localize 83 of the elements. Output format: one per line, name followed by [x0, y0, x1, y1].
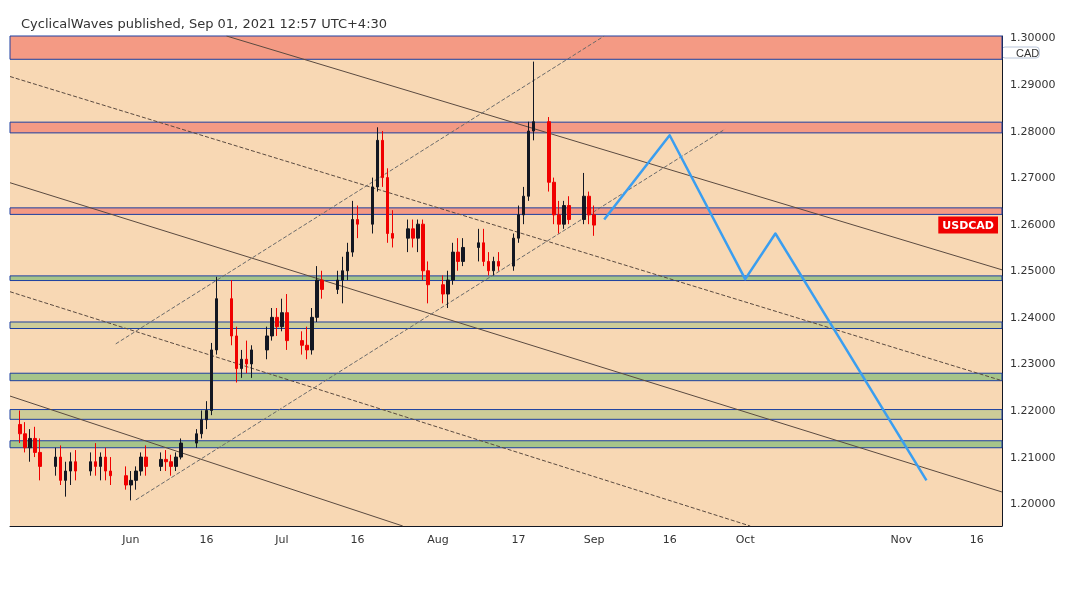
- candlestick: [482, 228, 485, 267]
- x-tick-label: Nov: [890, 533, 913, 546]
- candlestick: [582, 172, 586, 225]
- y-tick-label: 1.23000: [1010, 357, 1056, 371]
- candlestick: [215, 276, 218, 356]
- candlestick: [205, 400, 208, 430]
- candlestick: [144, 444, 148, 477]
- x-tick-label: Oct: [735, 533, 756, 546]
- candlestick: [275, 307, 279, 337]
- candlestick: [59, 444, 62, 486]
- candlestick: [104, 447, 107, 481]
- x-tick-label: 16: [662, 533, 677, 546]
- candlestick: [456, 237, 460, 272]
- y-tick-label: 1.29000: [1010, 77, 1056, 91]
- candlestick: [64, 461, 67, 498]
- candlestick: [28, 428, 32, 463]
- candlestick: [562, 200, 566, 230]
- candlestick: [356, 205, 359, 239]
- x-tick-label: Jun: [121, 533, 140, 546]
- candlestick: [497, 251, 500, 272]
- candlestick: [386, 167, 389, 244]
- candlestick: [210, 342, 213, 416]
- x-tick-label: Jul: [274, 533, 289, 546]
- candlestick: [346, 242, 349, 281]
- y-tick-label: 1.20000: [1010, 497, 1056, 511]
- candlestick: [195, 428, 198, 449]
- y-tick-label: 1.28000: [1010, 124, 1056, 138]
- annotation: USDCAD: [942, 218, 994, 232]
- candlestick: [109, 456, 112, 486]
- candlestick: [235, 326, 238, 384]
- candlestick: [411, 219, 415, 248]
- candlestick: [336, 270, 339, 295]
- candlestick: [371, 177, 374, 234]
- candlestick: [320, 270, 324, 300]
- x-tick-label: Aug: [427, 533, 449, 546]
- candlestick: [492, 256, 495, 276]
- x-tick-label: 17: [511, 533, 526, 546]
- chart-title: CyclicalWaves published, Sep 01, 2021 12:57 UTC+4:30: [21, 16, 388, 31]
- y-tick-label: 1.27000: [1010, 171, 1056, 185]
- candlestick: [517, 205, 520, 244]
- candlestick: [280, 298, 284, 332]
- candlestick: [200, 409, 203, 439]
- candlestick: [532, 61, 535, 141]
- candlestick: [527, 121, 530, 202]
- candlestick: [376, 126, 379, 193]
- x-tick-label: 16: [350, 533, 365, 546]
- candlestick: [522, 186, 525, 225]
- candlestick: [240, 349, 243, 379]
- candlestick: [69, 451, 72, 486]
- y-tick-label: 1.25000: [1010, 264, 1056, 278]
- candlestick: [441, 274, 445, 304]
- candlestick: [381, 130, 384, 188]
- line-series: [602, 133, 928, 482]
- candlestick: [245, 340, 248, 374]
- candlestick: [391, 209, 394, 248]
- y-tick-label: 1.30000: [1010, 31, 1056, 45]
- candlestick: [406, 219, 410, 253]
- candlestick: [487, 251, 490, 276]
- candlestick: [416, 219, 420, 253]
- y-tick-label: 1.21000: [1010, 450, 1056, 464]
- x-tick-label: 16: [199, 533, 214, 546]
- candlestick: [512, 232, 515, 272]
- candlestick: [250, 344, 253, 379]
- x-tick-label: Sep: [583, 533, 605, 546]
- candlestick: [351, 200, 354, 258]
- y-tick-label: 1.22000: [1010, 403, 1056, 417]
- y-tick-label: 1.24000: [1010, 310, 1056, 324]
- candlestick: [99, 451, 102, 481]
- y-axis-title: CAD: [1016, 46, 1040, 59]
- candlestick: [477, 228, 480, 262]
- candlestick: [89, 451, 92, 477]
- candlestick: [230, 279, 233, 346]
- candlestick: [54, 447, 57, 477]
- candlestick: [94, 442, 97, 477]
- candlestick: [124, 465, 128, 491]
- x-tick-label: 16: [969, 533, 984, 546]
- candlestick: [74, 449, 77, 481]
- candlestick: [341, 256, 344, 304]
- candlestick: [159, 451, 163, 472]
- candlestick: [285, 293, 289, 351]
- candlestick: [461, 237, 465, 267]
- y-tick-label: 1.26000: [1010, 217, 1056, 231]
- candlestick: [567, 195, 571, 225]
